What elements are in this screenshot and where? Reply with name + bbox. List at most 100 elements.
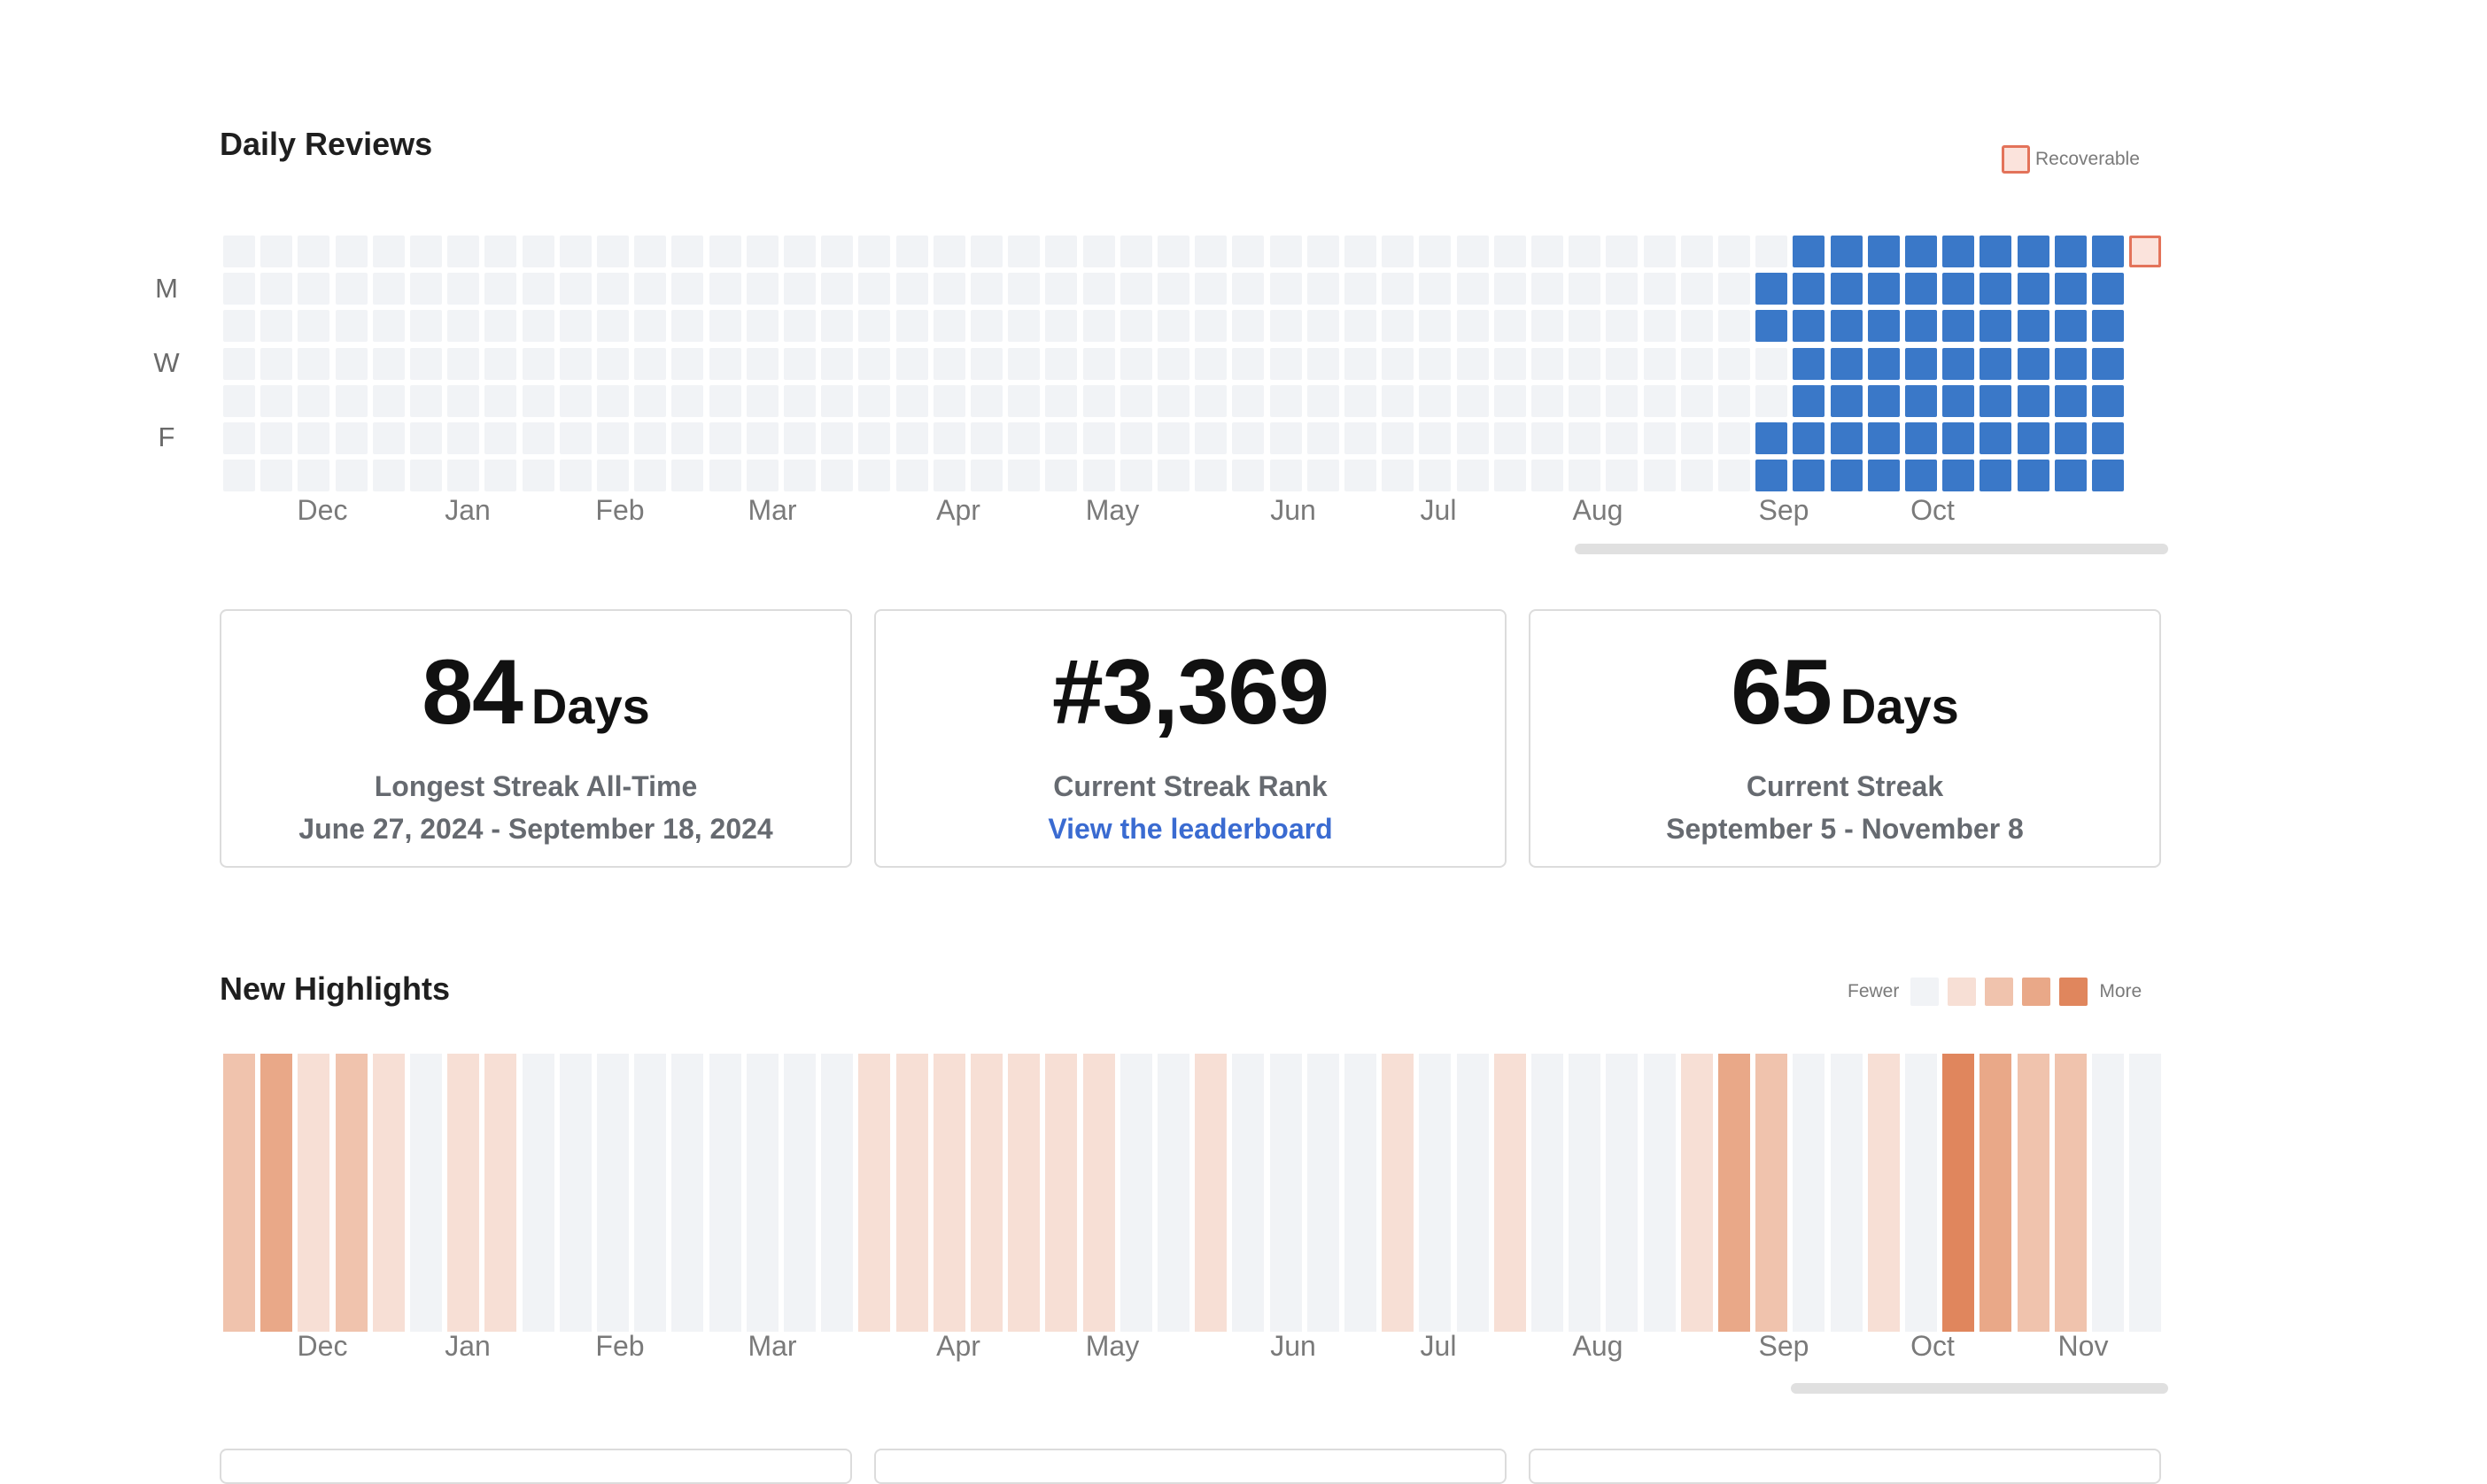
review-day-cell[interactable]: [2092, 236, 2124, 267]
review-day-cell[interactable]: [410, 310, 442, 343]
review-day-cell[interactable]: [671, 460, 704, 492]
review-day-cell[interactable]: [1867, 347, 1900, 380]
review-day-cell[interactable]: [260, 236, 293, 267]
highlight-week-bar[interactable]: [484, 1054, 517, 1332]
review-day-cell[interactable]: [1306, 236, 1339, 267]
review-day-cell[interactable]: [2054, 384, 2087, 417]
review-day-cell[interactable]: [971, 273, 1003, 305]
review-day-cell[interactable]: [1643, 460, 1676, 492]
review-day-cell[interactable]: [1680, 422, 1713, 454]
review-day-cell[interactable]: [1082, 347, 1115, 380]
review-day-cell[interactable]: [1382, 236, 1414, 267]
review-day-cell[interactable]: [671, 384, 704, 417]
review-day-cell[interactable]: [1045, 460, 1078, 492]
review-day-cell[interactable]: [1306, 460, 1339, 492]
review-day-cell[interactable]: [260, 384, 293, 417]
review-day-cell[interactable]: [1493, 347, 1526, 380]
review-day-cell[interactable]: [1718, 236, 1750, 267]
review-day-cell[interactable]: [2017, 273, 2049, 305]
review-day-cell[interactable]: [260, 422, 293, 454]
review-day-cell[interactable]: [1980, 347, 2012, 380]
review-day-cell[interactable]: [1755, 422, 1788, 454]
review-day-cell[interactable]: [1531, 310, 1563, 343]
review-day-cell[interactable]: [1344, 310, 1376, 343]
review-day-cell[interactable]: [1980, 310, 2012, 343]
highlight-week-bar[interactable]: [298, 1054, 330, 1332]
review-day-cell[interactable]: [671, 236, 704, 267]
review-day-cell[interactable]: [522, 460, 554, 492]
review-day-cell[interactable]: [1456, 273, 1489, 305]
highlight-week-bar[interactable]: [709, 1054, 741, 1332]
review-day-cell[interactable]: [1232, 460, 1265, 492]
review-day-cell[interactable]: [1493, 236, 1526, 267]
highlight-week-bar[interactable]: [1493, 1054, 1526, 1332]
review-day-cell[interactable]: [1606, 236, 1639, 267]
review-day-cell[interactable]: [447, 236, 480, 267]
review-day-cell[interactable]: [1419, 460, 1452, 492]
highlight-week-bar[interactable]: [1606, 1054, 1639, 1332]
review-day-cell[interactable]: [1269, 460, 1302, 492]
review-day-cell[interactable]: [1045, 347, 1078, 380]
review-day-cell[interactable]: [933, 273, 965, 305]
review-day-cell[interactable]: [260, 460, 293, 492]
review-day-cell[interactable]: [597, 422, 629, 454]
review-day-cell[interactable]: [1755, 236, 1788, 267]
review-day-cell[interactable]: [1643, 236, 1676, 267]
review-day-cell[interactable]: [223, 310, 255, 343]
review-day-cell[interactable]: [1195, 310, 1228, 343]
review-day-cell[interactable]: [2017, 236, 2049, 267]
highlight-week-bar[interactable]: [858, 1054, 891, 1332]
highlight-week-bar[interactable]: [1755, 1054, 1788, 1332]
review-day-cell[interactable]: [1606, 347, 1639, 380]
review-day-cell[interactable]: [559, 236, 592, 267]
review-day-cell[interactable]: [634, 460, 667, 492]
highlight-week-bar[interactable]: [1531, 1054, 1563, 1332]
review-day-cell[interactable]: [559, 347, 592, 380]
review-day-cell[interactable]: [1867, 236, 1900, 267]
review-day-cell[interactable]: [1793, 273, 1825, 305]
review-day-cell[interactable]: [372, 310, 405, 343]
review-day-cell[interactable]: [260, 347, 293, 380]
review-day-cell[interactable]: [298, 236, 330, 267]
highlight-week-bar[interactable]: [2092, 1054, 2124, 1332]
review-day-cell[interactable]: [1980, 460, 2012, 492]
review-day-cell[interactable]: [1718, 384, 1750, 417]
review-day-cell[interactable]: [1344, 347, 1376, 380]
review-day-cell[interactable]: [634, 236, 667, 267]
review-day-cell[interactable]: [2092, 422, 2124, 454]
review-day-cell[interactable]: [821, 384, 854, 417]
review-day-cell[interactable]: [1456, 347, 1489, 380]
view-leaderboard-link[interactable]: View the leaderboard: [1048, 813, 1333, 845]
review-day-cell[interactable]: [634, 347, 667, 380]
review-day-cell[interactable]: [447, 273, 480, 305]
review-day-cell[interactable]: [1045, 384, 1078, 417]
review-day-cell[interactable]: [1493, 384, 1526, 417]
review-day-cell[interactable]: [746, 310, 779, 343]
review-day-cell[interactable]: [298, 422, 330, 454]
review-day-cell[interactable]: [1830, 347, 1863, 380]
review-day-cell[interactable]: [335, 460, 368, 492]
review-day-cell[interactable]: [522, 347, 554, 380]
review-day-cell[interactable]: [372, 347, 405, 380]
review-day-cell[interactable]: [260, 310, 293, 343]
review-day-cell[interactable]: [1045, 236, 1078, 267]
review-day-cell[interactable]: [1755, 273, 1788, 305]
review-day-cell[interactable]: [335, 384, 368, 417]
review-day-cell[interactable]: [895, 384, 928, 417]
highlight-week-bar[interactable]: [634, 1054, 667, 1332]
review-day-cell[interactable]: [1382, 273, 1414, 305]
review-day-cell[interactable]: [559, 422, 592, 454]
review-day-cell[interactable]: [1344, 384, 1376, 417]
review-day-cell[interactable]: [1382, 422, 1414, 454]
review-day-cell[interactable]: [1045, 422, 1078, 454]
highlight-week-bar[interactable]: [1008, 1054, 1041, 1332]
review-day-cell[interactable]: [2054, 460, 2087, 492]
review-day-cell[interactable]: [1195, 236, 1228, 267]
review-day-cell[interactable]: [335, 347, 368, 380]
review-day-cell[interactable]: [223, 460, 255, 492]
review-day-cell[interactable]: [895, 310, 928, 343]
review-day-cell[interactable]: [895, 347, 928, 380]
highlight-week-bar[interactable]: [410, 1054, 442, 1332]
review-day-cell[interactable]: [821, 347, 854, 380]
review-day-cell[interactable]: [1382, 310, 1414, 343]
